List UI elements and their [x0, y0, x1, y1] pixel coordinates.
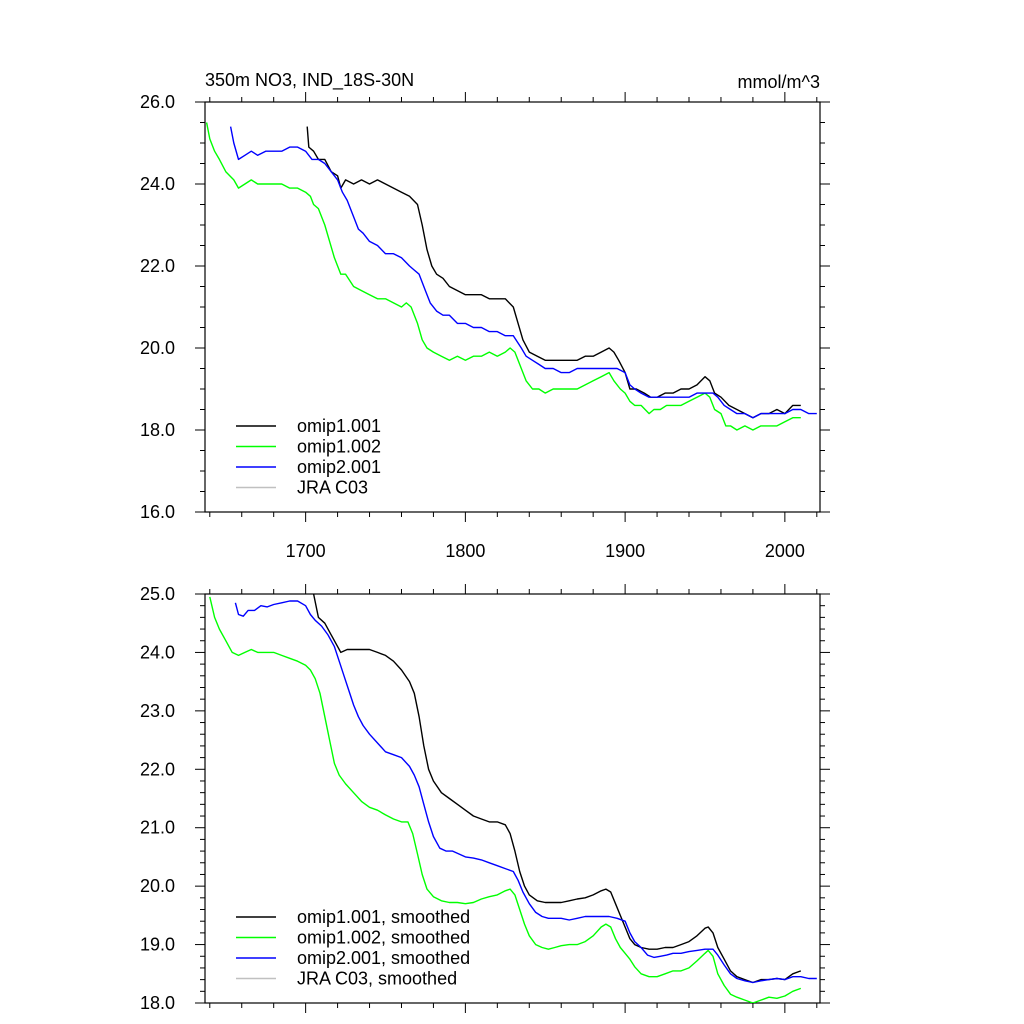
- x-tick-label: 1900: [605, 541, 645, 561]
- series-line-omip2-001: [229, 126, 817, 419]
- chart-title: 350m NO3, IND_18S-30N: [205, 70, 414, 91]
- y-tick-label: 22.0: [140, 256, 175, 276]
- y-tick-label: 18.0: [140, 420, 175, 440]
- series-line-omip1-001: [306, 126, 801, 419]
- y-tick-label: 26.0: [140, 92, 175, 112]
- chart-panel-1: 16.0 18.0 20.0 22.0 24.0 26.0 1700 1800 1900 2000…: [140, 70, 830, 561]
- legend-label: omip1.002, smoothed: [297, 928, 470, 948]
- series-line-omip1-002: [205, 122, 801, 431]
- x-tick-label: 1800: [445, 541, 485, 561]
- series-line-omip1-002-smoothed: [209, 596, 802, 1003]
- y-tick-label: 19.0: [140, 935, 175, 955]
- y-tick-label: 24.0: [140, 174, 175, 194]
- legend-label: JRA C03, smoothed: [297, 969, 457, 989]
- legend-label: omip2.001, smoothed: [297, 948, 470, 968]
- series-line-omip2-001-smoothed: [234, 600, 817, 984]
- legend-label: omip2.001: [297, 457, 381, 477]
- x-tick-label: 1700: [286, 541, 326, 561]
- legend-label: omip1.001: [297, 416, 381, 436]
- legend-label: omip1.001, smoothed: [297, 907, 470, 927]
- series-line-omip1-001-smoothed: [312, 594, 802, 984]
- y-tick-label: 22.0: [140, 759, 175, 779]
- y-tick-label: 21.0: [140, 818, 175, 838]
- legend-label: omip1.002: [297, 437, 381, 457]
- units-label: mmol/m^3: [738, 72, 820, 92]
- series-group: [209, 594, 817, 1003]
- y-tick-label: 18.0: [140, 993, 175, 1013]
- y-tick-label: 23.0: [140, 701, 175, 721]
- legend-label: JRA C03: [297, 478, 368, 498]
- plot-frame: [204, 593, 821, 1004]
- y-tick-label: 24.0: [140, 642, 175, 662]
- y-tick-label: 25.0: [140, 584, 175, 604]
- y-tick-label: 16.0: [140, 502, 175, 522]
- chart-panel-2: 18.0 19.0 20.0 21.0 22.0 23.0 24.0 25.0 omip1.00…: [140, 584, 830, 1013]
- y-tick-label: 20.0: [140, 338, 175, 358]
- y-tick-label: 20.0: [140, 876, 175, 896]
- series-group: [205, 122, 817, 431]
- x-tick-label: 2000: [765, 541, 805, 561]
